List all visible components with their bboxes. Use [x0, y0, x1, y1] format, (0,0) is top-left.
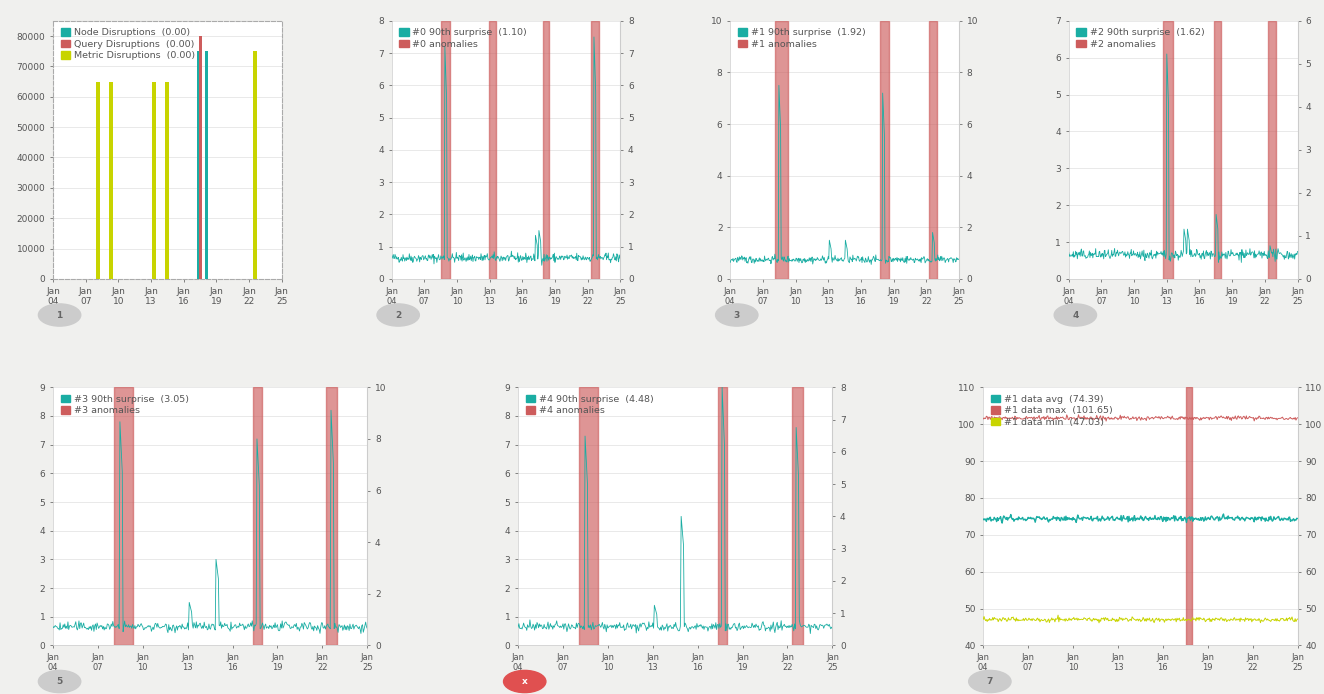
Text: 1: 1 [57, 310, 62, 319]
Legend: #0 90th surprise  (1.10), #0 anomalies: #0 90th surprise (1.10), #0 anomalies [396, 26, 530, 51]
Legend: #1 90th surprise  (1.92), #1 anomalies: #1 90th surprise (1.92), #1 anomalies [735, 26, 869, 51]
Bar [1162, 21, 1173, 279]
Bar [792, 387, 802, 645]
Legend: Node Disruptions  (0.00), Query Disruptions  (0.00), Metric Disruptions  (0.00): Node Disruptions (0.00), Query Disruptio… [58, 26, 197, 63]
Bar [110, 82, 114, 279]
Text: 7: 7 [986, 677, 993, 686]
Bar [1186, 387, 1192, 645]
Legend: #4 90th surprise  (4.48), #4 anomalies: #4 90th surprise (4.48), #4 anomalies [523, 392, 657, 418]
Text: 3: 3 [733, 310, 740, 319]
Bar [114, 387, 134, 645]
Bar [580, 387, 598, 645]
Bar [929, 21, 937, 279]
Bar [775, 21, 789, 279]
Bar [200, 36, 201, 279]
Bar [441, 21, 450, 279]
Text: 5: 5 [57, 677, 62, 686]
Bar [253, 51, 257, 279]
Bar [197, 51, 200, 279]
Bar [591, 21, 598, 279]
Bar [151, 82, 156, 279]
Bar [718, 387, 727, 645]
Bar [489, 21, 495, 279]
Legend: #3 90th surprise  (3.05), #3 anomalies: #3 90th surprise (3.05), #3 anomalies [58, 392, 192, 418]
Bar [327, 387, 338, 645]
Legend: #2 90th surprise  (1.62), #2 anomalies: #2 90th surprise (1.62), #2 anomalies [1074, 26, 1207, 51]
Bar [166, 82, 169, 279]
Legend: #1 data avg  (74.39), #1 data max  (101.65), #1 data min  (47.03): #1 data avg (74.39), #1 data max (101.65… [988, 392, 1116, 430]
Bar [205, 51, 208, 279]
Text: 2: 2 [395, 310, 401, 319]
Bar [880, 21, 890, 279]
Text: x: x [522, 677, 527, 686]
Bar [1214, 21, 1221, 279]
Text: 4: 4 [1072, 310, 1079, 319]
Bar [543, 21, 549, 279]
Bar [253, 387, 262, 645]
Bar [1268, 21, 1276, 279]
Bar [95, 82, 99, 279]
